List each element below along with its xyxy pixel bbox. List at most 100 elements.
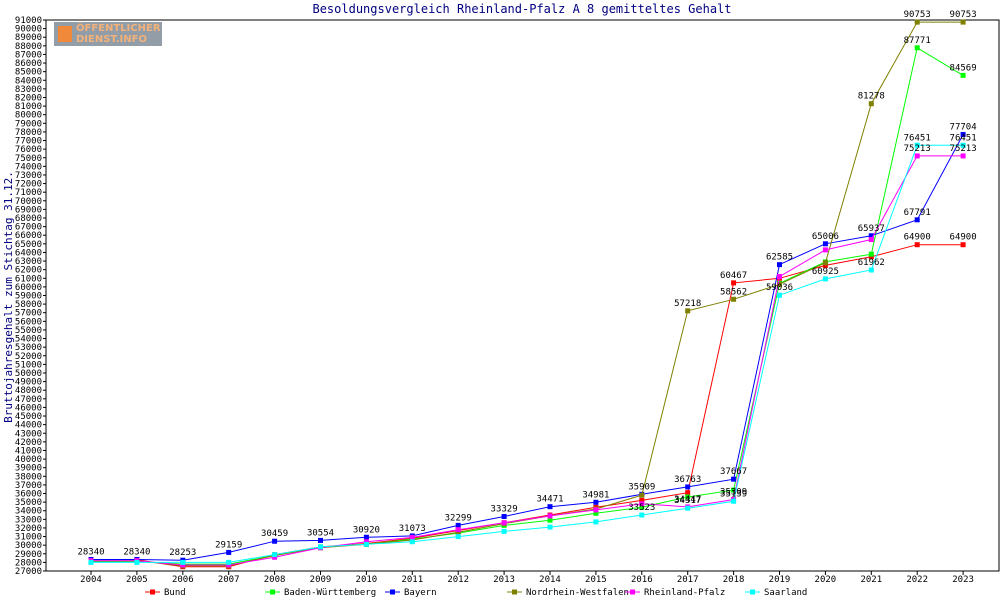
data-point-rheinland-pfalz	[639, 501, 645, 507]
data-point-saarland	[180, 559, 186, 565]
data-point-rheinland-pfalz	[272, 554, 278, 560]
data-point-bayern	[868, 233, 874, 239]
y-tick-label: 49000	[15, 378, 42, 388]
x-tick-label: 2018	[723, 575, 745, 585]
y-tick-label: 60000	[15, 283, 42, 293]
legend-label-baden-w-rttemberg: Baden-Württemberg	[284, 588, 376, 598]
data-label-bayern: 37667	[720, 467, 747, 477]
y-tick-label: 71000	[15, 188, 42, 198]
data-point-rheinland-pfalz	[180, 562, 186, 568]
data-point-bayern	[960, 131, 966, 137]
y-tick-label: 33000	[15, 515, 42, 525]
y-tick-label: 45000	[15, 412, 42, 422]
data-point-baden-w-rttemberg	[960, 72, 966, 78]
data-label-rheinland-pfalz: 34447	[674, 495, 701, 505]
brand-logo-text: ÖFFENTLICHER DIENST.INFO	[76, 23, 161, 45]
data-label-rheinland-pfalz: 35309	[720, 488, 747, 498]
data-point-bund	[639, 497, 645, 503]
x-tick-label: 2012	[447, 575, 469, 585]
data-point-nordrhein-westfalen	[455, 529, 461, 535]
data-point-bund	[685, 490, 691, 496]
data-point-saarland	[639, 512, 645, 518]
y-tick-label: 56000	[15, 317, 42, 327]
data-point-rheinland-pfalz	[409, 534, 415, 540]
data-point-saarland	[547, 524, 553, 530]
data-label-saarland: 34317	[674, 496, 701, 506]
data-label-nordrhein-westfalen: 58562	[720, 287, 747, 297]
data-label-saarland: 61962	[858, 258, 885, 268]
data-point-bayern	[777, 262, 782, 268]
data-point-rheinland-pfalz	[868, 237, 874, 243]
data-label-bund: 64900	[904, 233, 931, 243]
x-tick-label: 2016	[631, 575, 653, 585]
data-point-bund	[868, 254, 874, 260]
y-tick-label: 44000	[15, 421, 42, 431]
data-label-bayern: 77704	[950, 122, 977, 132]
data-label-bayern: 34471	[536, 495, 563, 505]
y-tick-label: 81000	[15, 102, 42, 112]
x-tick-label: 2004	[80, 575, 102, 585]
data-label-bayern: 29159	[215, 540, 242, 550]
y-tick-label: 37000	[15, 481, 42, 491]
y-tick-label: 65000	[15, 240, 42, 250]
data-point-bayern	[822, 241, 828, 247]
x-tick-label: 2010	[356, 575, 378, 585]
y-tick-label: 78000	[15, 128, 42, 138]
y-axis-label: Bruttojahresgehalt zum Stichtag 31.12.	[2, 171, 15, 423]
legend-swatch-saarland	[750, 589, 755, 595]
data-point-nordrhein-westfalen	[685, 308, 691, 314]
data-label-bayern: 67791	[904, 208, 931, 218]
y-tick-label: 35000	[15, 498, 42, 508]
data-point-baden-w-rttemberg	[868, 251, 874, 257]
data-point-bayern	[455, 522, 461, 528]
data-label-bayern: 32299	[445, 513, 472, 523]
data-point-nordrhein-westfalen	[868, 101, 874, 107]
data-label-nordrhein-westfalen: 57218	[674, 299, 701, 309]
data-label-bayern: 65006	[812, 232, 839, 242]
y-tick-label: 48000	[15, 386, 42, 396]
data-label-bayern: 30554	[307, 528, 334, 538]
y-tick-label: 51000	[15, 360, 42, 370]
x-tick-label: 2020	[815, 575, 837, 585]
x-tick-label: 2013	[493, 575, 515, 585]
data-point-nordrhein-westfalen	[639, 492, 645, 498]
y-tick-label: 83000	[15, 85, 42, 95]
logo-line-1: ÖFFENTLICHER	[76, 23, 161, 34]
x-tick-label: 2008	[264, 575, 286, 585]
y-tick-label: 53000	[15, 343, 42, 353]
data-label-bayern: 62585	[766, 253, 793, 263]
data-label-bayern: 65937	[858, 224, 885, 234]
data-label-nordrhein-westfalen: 90753	[950, 10, 977, 20]
y-tick-label: 43000	[15, 429, 42, 439]
data-point-saarland	[409, 539, 415, 545]
data-point-saarland	[226, 559, 232, 565]
y-tick-label: 89000	[15, 33, 42, 43]
data-point-saarland	[731, 498, 737, 504]
data-point-saarland	[914, 142, 920, 148]
y-tick-label: 79000	[15, 119, 42, 129]
data-point-saarland	[777, 292, 782, 298]
data-label-bayern: 35909	[628, 482, 655, 492]
y-tick-label: 69000	[15, 205, 42, 215]
data-point-rheinland-pfalz	[501, 520, 507, 526]
data-point-bayern	[593, 499, 599, 505]
data-label-bayern: 28253	[169, 548, 196, 558]
data-point-bayern	[685, 484, 691, 490]
y-tick-label: 72000	[15, 180, 42, 190]
plot-area	[45, 19, 1000, 572]
data-point-saarland	[318, 544, 323, 550]
y-tick-label: 91000	[15, 16, 42, 26]
legend-label-bayern: Bayern	[404, 588, 437, 598]
x-tick-label: 2019	[769, 575, 791, 585]
y-tick-label: 61000	[15, 274, 42, 284]
data-label-bund: 60467	[720, 271, 747, 281]
y-tick-label: 47000	[15, 395, 42, 405]
y-tick-label: 74000	[15, 162, 42, 172]
data-label-nordrhein-westfalen: 81278	[858, 92, 885, 102]
y-tick-label: 28000	[15, 558, 42, 568]
y-tick-label: 84000	[15, 76, 42, 86]
y-tick-label: 82000	[15, 93, 42, 103]
y-tick-label: 57000	[15, 309, 42, 319]
data-point-bayern	[318, 537, 323, 543]
